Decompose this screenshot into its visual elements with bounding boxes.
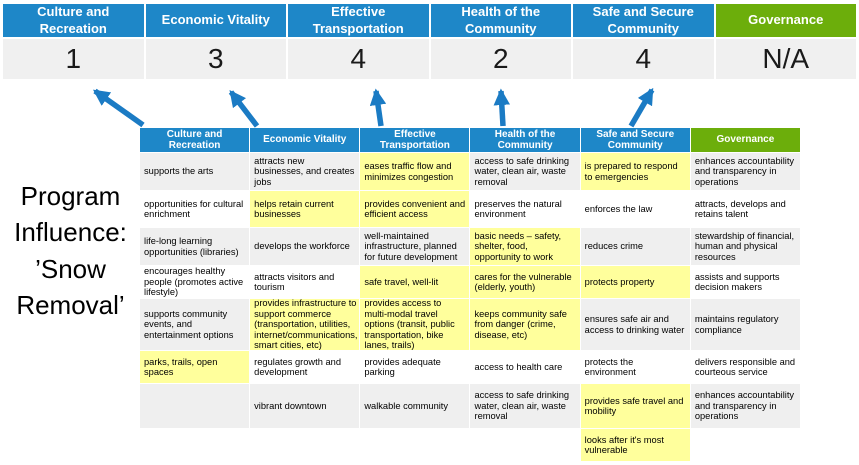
matrix-cell: protects the environment [580, 351, 691, 384]
matrix-cell: attracts new businesses, and creates job… [250, 153, 361, 191]
arrow-culture-recreation [92, 88, 145, 128]
matrix-cell: well-maintained infrastructure, planned … [360, 228, 471, 266]
summary-header-safe-secure-community: Safe and Secure Community [573, 4, 714, 37]
influence-matrix: Culture and Recreation Economic Vitality… [140, 128, 801, 462]
matrix-cell: provides safe travel and mobility [580, 384, 691, 429]
matrix-cell: cares for the vulnerable (elderly, youth… [470, 266, 581, 299]
matrix-cell: opportunities for cultural enrichment [140, 191, 251, 228]
matrix-cell: vibrant downtown [250, 384, 361, 429]
matrix-header-health-community: Health of the Community [470, 128, 581, 153]
matrix-cell: ensures safe air and access to drinking … [580, 299, 691, 351]
summary-score-governance: N/A [715, 39, 856, 79]
matrix-cell: provides access to multi-modal travel op… [360, 299, 471, 351]
matrix-cell [690, 429, 801, 462]
matrix-cell: enhances accountability and transparency… [690, 384, 801, 429]
matrix-header-economic-vitality: Economic Vitality [250, 128, 361, 153]
matrix-cell: stewardship of financial, human and phys… [690, 228, 801, 266]
matrix-cell: supports community events, and entertain… [140, 299, 251, 351]
summary-header-effective-transportation: Effective Transportation [288, 4, 429, 37]
summary-header-governance: Governance [715, 4, 856, 37]
arrow-economic-vitality [228, 90, 260, 128]
matrix-cell: walkable community [360, 384, 471, 429]
summary-score-health-community: 2 [430, 39, 571, 79]
matrix-cell: assists and supports decision makers [690, 266, 801, 299]
matrix-cell: eases traffic flow and minimizes congest… [360, 153, 471, 191]
matrix-cell [250, 429, 361, 462]
matrix-cell: provides adequate parking [360, 351, 471, 384]
matrix-cell: life-long learning opportunities (librar… [140, 228, 251, 266]
matrix-cell: access to safe drinking water, clean air… [470, 153, 581, 191]
matrix-cell: enhances accountability and transparency… [690, 153, 801, 191]
arrow-health-community [493, 88, 511, 127]
matrix-cell [360, 429, 471, 462]
matrix-cell: keeps community safe from danger (crime,… [470, 299, 581, 351]
matrix-header-culture-recreation: Culture and Recreation [140, 128, 251, 153]
summary-header-culture-recreation: Culture and Recreation [3, 4, 144, 37]
matrix-header-safe-secure-community: Safe and Secure Community [580, 128, 691, 153]
matrix-cell: is prepared to respond to emergencies [580, 153, 691, 191]
matrix-cell: develops the workforce [250, 228, 361, 266]
matrix-cell: looks after it's most vulnerable [580, 429, 691, 462]
matrix-header-governance: Governance [690, 128, 801, 153]
summary-table: Culture and Recreation Economic Vitality… [3, 4, 856, 79]
matrix-cell: supports the arts [140, 153, 251, 191]
matrix-cell: attracts, develops and retains talent [690, 191, 801, 228]
matrix-cell: provides convenient and efficient access [360, 191, 471, 228]
influence-arrows [92, 87, 655, 128]
matrix-cell: enforces the law [580, 191, 691, 228]
matrix-cell: safe travel, well-lit [360, 266, 471, 299]
matrix-cell: parks, trails, open spaces [140, 351, 251, 384]
matrix-cell: helps retain current businesses [250, 191, 361, 228]
summary-score-effective-transportation: 4 [288, 39, 429, 79]
matrix-cell: preserves the natural environment [470, 191, 581, 228]
matrix-cell: access to health care [470, 351, 581, 384]
matrix-cell: access to safe drinking water, clean air… [470, 384, 581, 429]
matrix-cell: basic needs – safety, shelter, food, opp… [470, 228, 581, 266]
matrix-cell [470, 429, 581, 462]
matrix-cell: reduces crime [580, 228, 691, 266]
program-influence-label: Program Influence: ’Snow Removal’ [14, 181, 127, 321]
matrix-cell: attracts visitors and tourism [250, 266, 361, 299]
matrix-header-effective-transportation: Effective Transportation [360, 128, 471, 153]
matrix-cell [140, 429, 251, 462]
matrix-cell: maintains regulatory compliance [690, 299, 801, 351]
summary-header-economic-vitality: Economic Vitality [145, 4, 286, 37]
matrix-cell: encourages healthy people (promotes acti… [140, 266, 251, 299]
summary-score-safe-secure-community: 4 [573, 39, 714, 79]
matrix-cell: protects property [580, 266, 691, 299]
summary-score-culture-recreation: 1 [3, 39, 144, 79]
summary-header-health-community: Health of the Community [430, 4, 571, 37]
matrix-cell [140, 384, 251, 429]
arrow-safe-secure-community [628, 87, 655, 128]
matrix-cell: delivers responsible and courteous servi… [690, 351, 801, 384]
arrow-effective-transportation [369, 88, 387, 127]
summary-score-economic-vitality: 3 [145, 39, 286, 79]
matrix-cell: provides infrastructure to support comme… [250, 299, 361, 351]
matrix-cell: regulates growth and development [250, 351, 361, 384]
